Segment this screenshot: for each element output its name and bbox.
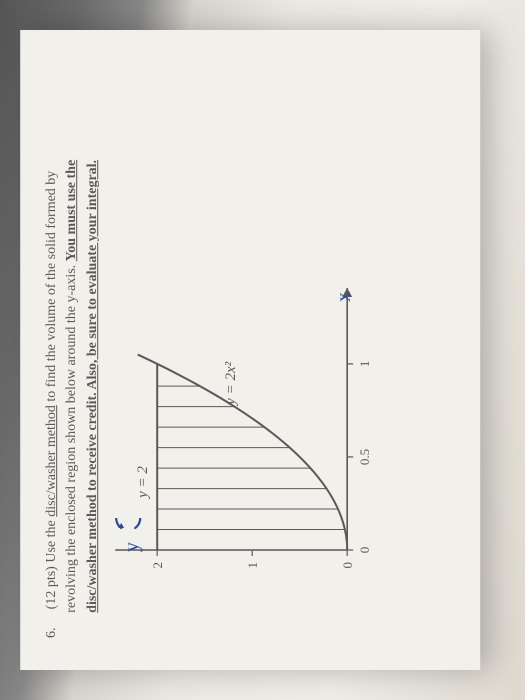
svg-text:0.5: 0.5 — [357, 449, 372, 465]
svg-text:0: 0 — [340, 562, 355, 569]
svg-text:1: 1 — [357, 361, 372, 368]
problem-statement: 6. (12 pts) Use the disc/washer method t… — [42, 58, 103, 638]
handwritten-x-label: x — [333, 292, 356, 302]
points-label: (12 pts) — [44, 566, 59, 609]
svg-text:2: 2 — [150, 562, 165, 569]
svg-text:1: 1 — [245, 562, 260, 569]
graph-svg: 0 0.5 1 0 1 2 — [109, 268, 409, 598]
method-underline-1: disc/washer method — [44, 405, 59, 517]
hand-arrow-rotation — [107, 518, 149, 560]
equation-y-2x2: y = 2x² — [223, 362, 240, 405]
must-use-underline-2: disc/washer method to receive credit. Al… — [84, 160, 99, 613]
equation-y-2: y = 2 — [135, 466, 152, 498]
problem-number: 6. — [42, 613, 62, 638]
svg-text:0: 0 — [357, 547, 372, 554]
must-use-underline: You must use the — [64, 160, 79, 262]
graph-region: 00.51012 y = 2 y = 2x² y x — [109, 268, 409, 598]
